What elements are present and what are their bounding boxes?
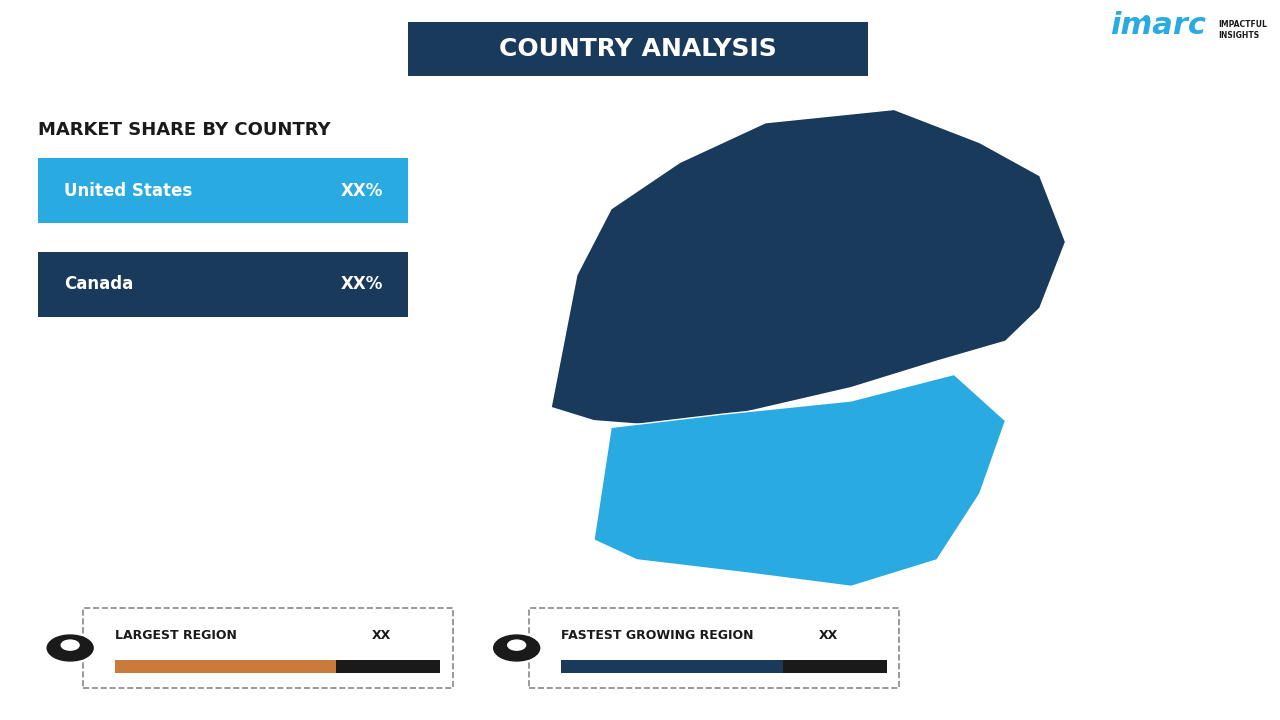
- Text: LARGEST REGION: LARGEST REGION: [115, 629, 237, 642]
- Circle shape: [494, 635, 540, 661]
- Text: XX: XX: [372, 629, 392, 642]
- Text: FASTEST GROWING REGION: FASTEST GROWING REGION: [562, 629, 754, 642]
- FancyBboxPatch shape: [38, 252, 408, 317]
- FancyBboxPatch shape: [562, 660, 782, 673]
- Text: United States: United States: [64, 182, 192, 200]
- Text: XX: XX: [818, 629, 838, 642]
- Text: COUNTRY ANALYSIS: COUNTRY ANALYSIS: [499, 37, 777, 60]
- Polygon shape: [550, 109, 1065, 428]
- FancyBboxPatch shape: [562, 660, 887, 673]
- Text: XX%: XX%: [340, 182, 383, 200]
- FancyBboxPatch shape: [530, 608, 900, 688]
- Text: MARKET SHARE BY COUNTRY: MARKET SHARE BY COUNTRY: [38, 121, 332, 139]
- Text: IMPACTFUL
INSIGHTS: IMPACTFUL INSIGHTS: [1219, 20, 1267, 40]
- Text: Canada: Canada: [64, 276, 133, 294]
- FancyBboxPatch shape: [408, 22, 868, 76]
- Polygon shape: [594, 374, 1006, 586]
- FancyBboxPatch shape: [115, 660, 440, 673]
- FancyBboxPatch shape: [38, 158, 408, 223]
- Circle shape: [61, 640, 79, 650]
- Text: imarc: imarc: [1110, 11, 1206, 40]
- FancyBboxPatch shape: [115, 660, 337, 673]
- Circle shape: [47, 635, 93, 661]
- Text: XX%: XX%: [340, 276, 383, 294]
- Circle shape: [508, 640, 526, 650]
- FancyBboxPatch shape: [83, 608, 453, 688]
